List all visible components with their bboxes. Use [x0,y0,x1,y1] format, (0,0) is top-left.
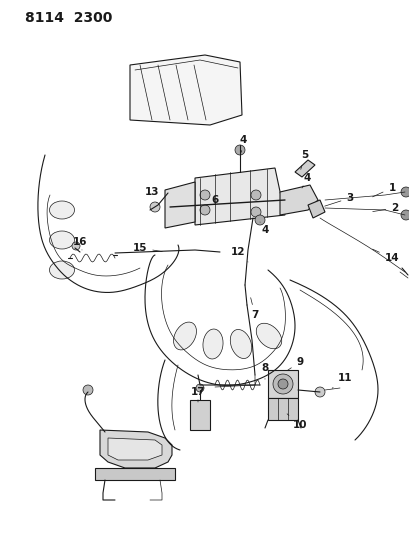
Text: 4: 4 [301,173,310,188]
Polygon shape [164,182,195,228]
Ellipse shape [173,322,196,350]
Circle shape [277,379,287,389]
Circle shape [400,210,409,220]
Ellipse shape [230,329,251,359]
Text: 6: 6 [211,195,218,205]
Circle shape [250,207,261,217]
Circle shape [200,205,209,215]
Ellipse shape [49,201,74,219]
Text: 15: 15 [133,243,162,253]
Polygon shape [95,468,175,480]
Polygon shape [195,168,284,225]
Circle shape [272,374,292,394]
Ellipse shape [49,261,74,279]
Text: 4: 4 [239,135,246,152]
Polygon shape [100,430,172,468]
Text: 2: 2 [372,203,398,213]
Text: 13: 13 [144,187,159,203]
Text: 11: 11 [331,373,351,388]
Text: 16: 16 [72,237,87,250]
Polygon shape [294,160,314,177]
Circle shape [83,385,93,395]
Circle shape [400,187,409,197]
Circle shape [72,242,80,250]
Text: 12: 12 [230,247,247,262]
Ellipse shape [256,323,281,349]
Polygon shape [267,398,297,420]
Text: 1: 1 [372,183,395,197]
Circle shape [234,145,245,155]
Text: 8: 8 [261,363,268,379]
Text: 14: 14 [372,249,398,263]
Text: 8114  2300: 8114 2300 [25,11,112,25]
Polygon shape [130,55,241,125]
Text: 5: 5 [300,150,308,169]
Circle shape [250,190,261,200]
Text: 7: 7 [250,298,258,320]
Circle shape [150,202,160,212]
Polygon shape [267,370,297,398]
Circle shape [314,387,324,397]
Ellipse shape [202,329,222,359]
Circle shape [200,190,209,200]
Text: 17: 17 [190,387,205,402]
Polygon shape [189,400,209,430]
Polygon shape [307,200,324,218]
Ellipse shape [49,231,74,249]
Polygon shape [108,438,162,460]
Text: 10: 10 [286,414,306,430]
Text: 9: 9 [287,357,303,370]
Circle shape [196,384,204,392]
Polygon shape [279,185,317,215]
Circle shape [254,215,264,225]
Text: 3: 3 [324,193,353,206]
Text: 4: 4 [259,222,268,235]
